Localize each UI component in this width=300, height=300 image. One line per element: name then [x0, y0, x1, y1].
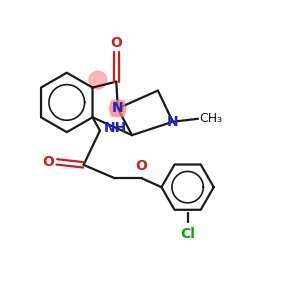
Text: NH: NH	[103, 121, 127, 135]
Text: O: O	[136, 159, 148, 173]
Text: N: N	[167, 115, 178, 129]
Text: O: O	[110, 35, 122, 50]
Text: Cl: Cl	[180, 227, 195, 241]
Text: O: O	[43, 155, 55, 169]
Text: N: N	[112, 101, 124, 116]
Circle shape	[89, 71, 107, 89]
Text: CH₃: CH₃	[199, 112, 222, 125]
Circle shape	[110, 100, 126, 117]
